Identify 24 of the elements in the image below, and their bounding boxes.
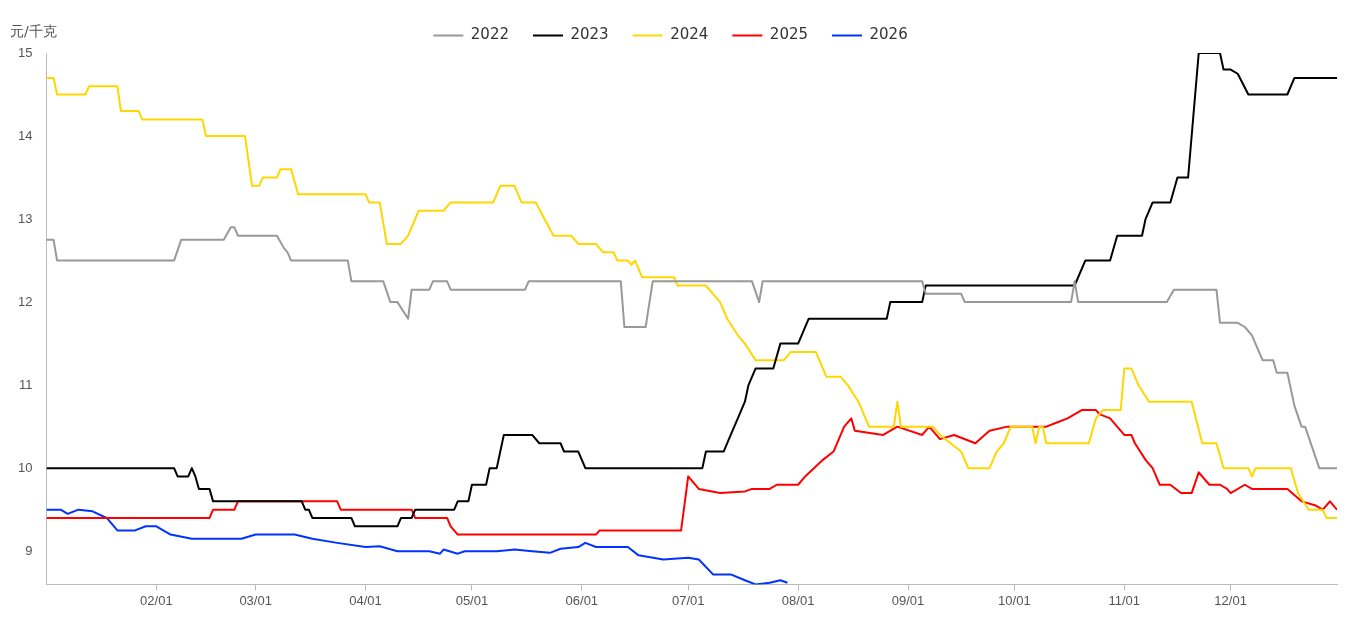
- y-tick-label: 11: [18, 376, 33, 392]
- x-tick-label: 11/01: [1108, 592, 1141, 608]
- x-tick-label: 12/01: [1214, 592, 1247, 608]
- y-tick-label: 15: [17, 44, 33, 60]
- legend-label: 2022: [470, 25, 509, 44]
- y-tick-label: 14: [17, 127, 33, 143]
- x-tick-label: 02/01: [140, 592, 173, 608]
- x-tick-label: 04/01: [349, 592, 382, 608]
- x-tick-label: 09/01: [891, 592, 925, 608]
- legend-label: 2025: [769, 25, 809, 44]
- y-axis-title: 元/千克: [10, 22, 57, 39]
- x-tick-label: 08/01: [781, 592, 815, 608]
- x-tick-label: 06/01: [565, 592, 599, 608]
- x-tick-label: 03/01: [239, 592, 272, 608]
- y-tick-label: 9: [25, 542, 33, 558]
- x-tick-label: 07/01: [671, 592, 705, 608]
- y-tick-label: 10: [17, 459, 33, 475]
- x-tick-label: 05/01: [455, 592, 489, 608]
- legend-label: 2024: [670, 25, 709, 44]
- y-tick-label: 13: [17, 210, 33, 226]
- legend-label: 2026: [869, 25, 908, 44]
- y-tick-label: 12: [17, 293, 33, 309]
- legend-label: 2023: [570, 25, 609, 44]
- x-tick-label: 10/01: [998, 592, 1031, 608]
